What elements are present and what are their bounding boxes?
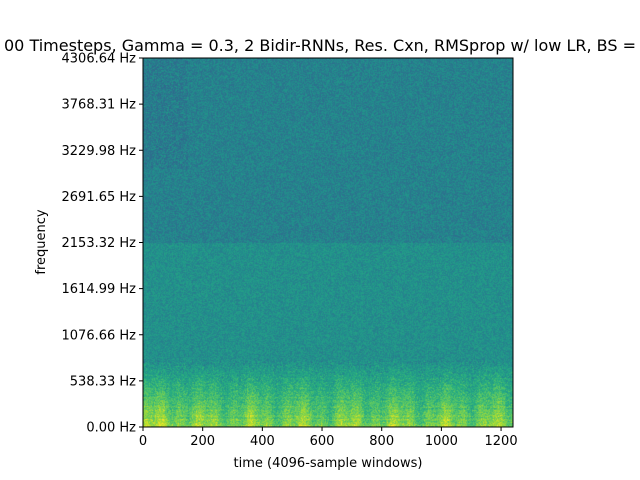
y-tick-label: 4306.64 Hz bbox=[62, 52, 137, 67]
y-tick-label: 538.33 Hz bbox=[70, 374, 136, 389]
y-tick-label: 2153.32 Hz bbox=[62, 236, 137, 251]
y-tick-label: 3229.98 Hz bbox=[62, 144, 137, 159]
x-tick-label: 400 bbox=[250, 434, 275, 449]
y-tick-label: 3768.31 Hz bbox=[62, 98, 137, 113]
x-axis: 0 200 400 600 800 1000 1200 bbox=[139, 427, 518, 449]
x-tick-label: 1000 bbox=[425, 434, 458, 449]
x-axis-label: time (4096-sample windows) bbox=[234, 456, 423, 471]
x-tick-label: 800 bbox=[369, 434, 394, 449]
y-tick-label: 1614.99 Hz bbox=[62, 282, 137, 297]
y-tick-label: 1076.66 Hz bbox=[62, 328, 137, 343]
x-tick-label: 200 bbox=[190, 434, 215, 449]
y-tick-label: 2691.65 Hz bbox=[62, 190, 137, 205]
spectrogram-plot-area bbox=[142, 57, 514, 428]
y-tick-label: 0.00 Hz bbox=[86, 421, 136, 436]
spectrogram-heatmap bbox=[143, 58, 513, 427]
y-axis: 0.00 Hz 538.33 Hz 1076.66 Hz 1614.99 Hz 2153… bbox=[62, 52, 143, 436]
x-tick-label: 0 bbox=[139, 434, 147, 449]
chart-title: 00 Timesteps, Gamma = 0.3, 2 Bidir-RNNs,… bbox=[4, 36, 636, 55]
x-tick-label: 1200 bbox=[485, 434, 518, 449]
x-tick-label: 600 bbox=[310, 434, 335, 449]
y-axis-label: frequency bbox=[34, 209, 49, 275]
